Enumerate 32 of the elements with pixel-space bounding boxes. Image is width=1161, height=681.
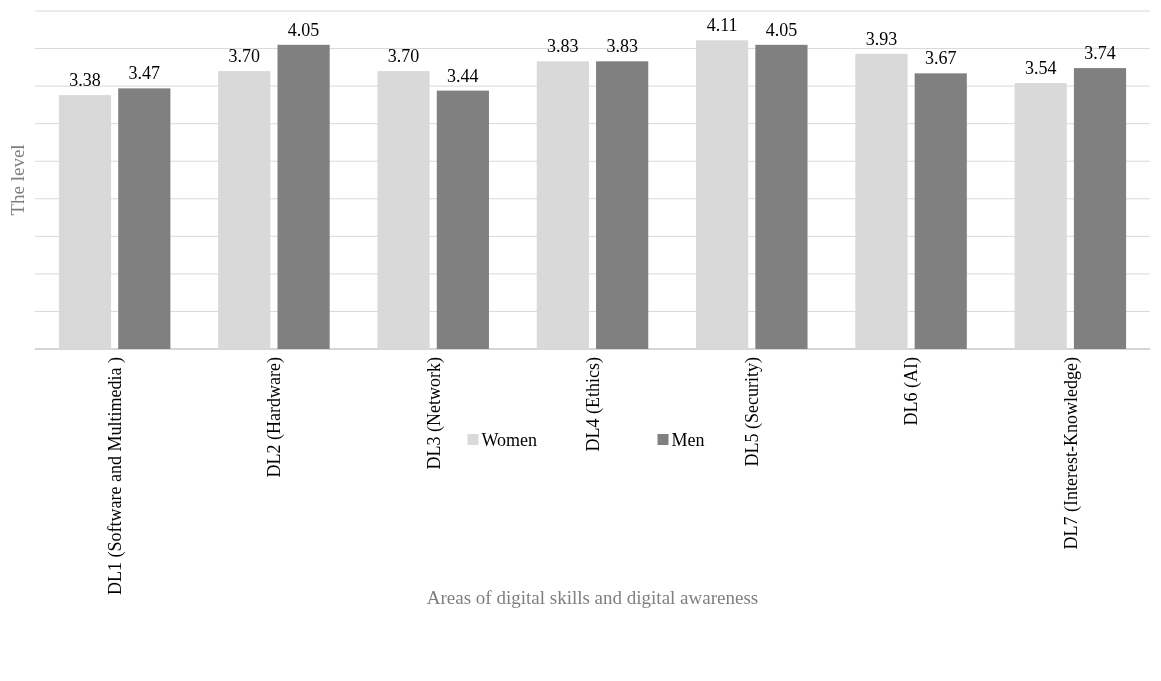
data-label: 3.67 <box>924 48 957 69</box>
bar <box>277 44 330 349</box>
bar <box>596 61 649 349</box>
x-tick-label: DL5 (Security) <box>742 357 764 467</box>
data-label: 4.11 <box>706 15 738 36</box>
data-label: 3.83 <box>606 36 638 57</box>
bar <box>755 44 808 349</box>
x-tick-label: DL4 (Ethics) <box>582 357 604 452</box>
legend-label: Men <box>671 430 705 451</box>
x-tick-label: DL3 (Network) <box>423 357 445 470</box>
x-tick-label: DL2 (Hardware) <box>264 357 286 478</box>
bar <box>436 90 489 349</box>
bar <box>118 88 171 349</box>
data-label: 3.44 <box>447 65 479 86</box>
data-label: 3.83 <box>547 36 579 57</box>
x-tick-label: DL6 (AI) <box>901 357 923 426</box>
bar <box>914 73 967 349</box>
data-label: 3.70 <box>387 46 420 67</box>
data-label: 3.47 <box>128 63 161 84</box>
bar <box>1073 68 1127 349</box>
x-tick-label: DL7 (Interest-Knowledge) <box>1060 357 1082 550</box>
data-label: 3.93 <box>865 28 898 49</box>
legend-label: Women <box>481 430 538 451</box>
data-label: 3.70 <box>228 46 261 67</box>
x-axis-title: Areas of digital skills and digital awareness <box>426 587 759 608</box>
data-label: 3.54 <box>1024 58 1057 79</box>
x-tick-label: DL1 (Software and Multimedia ) <box>104 356 126 595</box>
y-axis-title: The level <box>7 144 28 216</box>
data-label: 4.05 <box>287 19 320 40</box>
data-label: 3.74 <box>1084 43 1116 64</box>
data-label: 4.05 <box>765 19 798 40</box>
data-label: 3.38 <box>69 70 101 91</box>
